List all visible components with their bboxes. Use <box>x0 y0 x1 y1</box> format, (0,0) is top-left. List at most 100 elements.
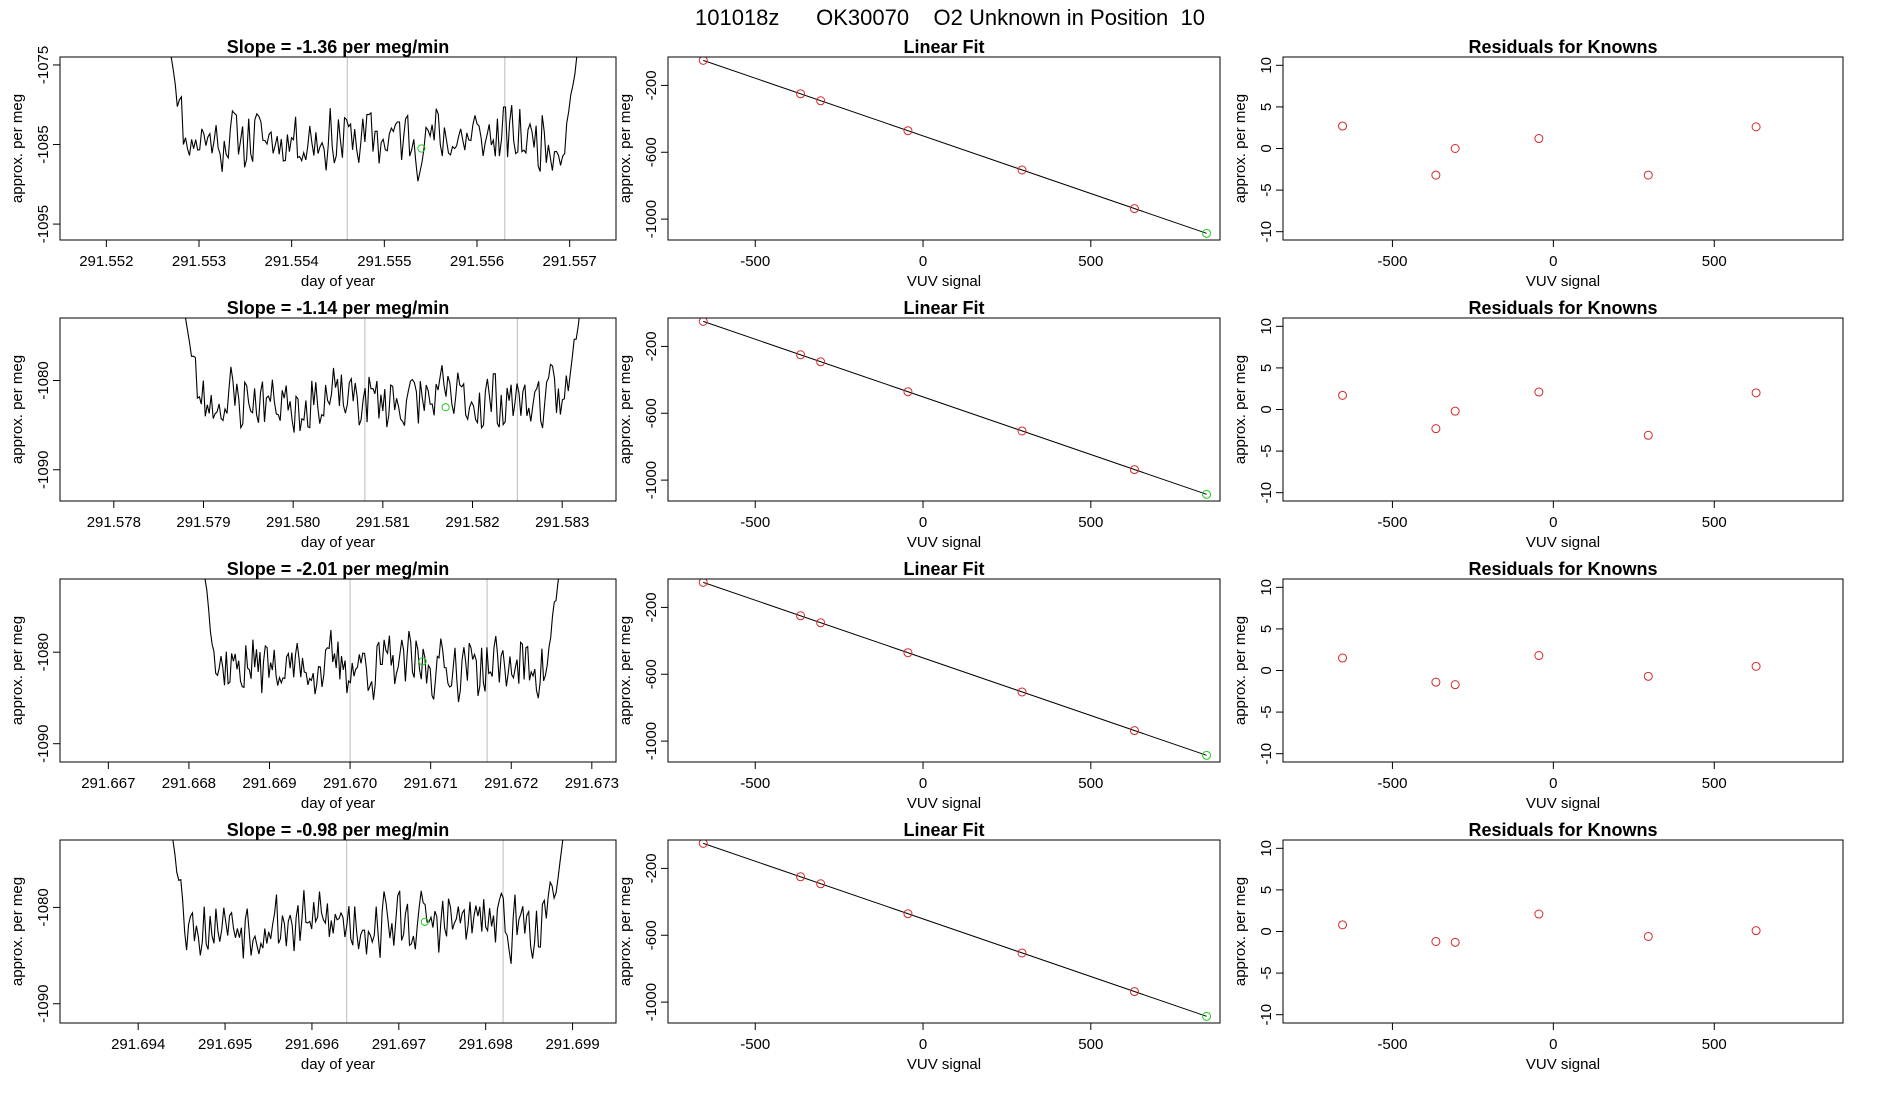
x-tick-label: 500 <box>1078 775 1103 792</box>
y-tick-label: -1075 <box>35 46 52 84</box>
x-tick-label: 500 <box>1702 253 1727 270</box>
plot-frame <box>667 56 1221 241</box>
residual-point <box>1431 424 1441 434</box>
unknown-point <box>420 917 429 926</box>
residual-point <box>1534 387 1544 397</box>
plot-frame <box>1282 56 1844 241</box>
x-tick-label: 291.671 <box>404 775 458 792</box>
plot-frame <box>1282 578 1844 763</box>
known-point <box>903 648 913 658</box>
unknown-point <box>1202 489 1212 499</box>
x-axis-label: VUV signal <box>1526 1056 1600 1073</box>
known-point <box>1129 204 1139 214</box>
y-tick-label: -10 <box>1258 743 1275 765</box>
residual-point <box>1431 936 1441 946</box>
x-tick-label: 291.583 <box>535 514 589 531</box>
x-tick-label: 291.667 <box>81 775 135 792</box>
residual-point <box>1338 390 1348 400</box>
x-tick-label: 291.670 <box>323 775 377 792</box>
known-point <box>816 879 826 889</box>
x-axis-label: VUV signal <box>1526 273 1600 290</box>
x-tick-label: 500 <box>1702 514 1727 531</box>
y-tick-label: -200 <box>643 592 660 622</box>
x-axis-label: day of year <box>301 273 375 290</box>
y-tick-label: -10 <box>1258 482 1275 504</box>
x-axis-label: day of year <box>301 534 375 551</box>
plot-area <box>204 579 559 762</box>
residual-point <box>1751 926 1761 936</box>
x-axis-label: VUV signal <box>907 273 981 290</box>
residual-point <box>1450 406 1460 416</box>
residual-point <box>1338 121 1348 131</box>
y-axis-label: approx. per meg <box>617 94 634 203</box>
unknown-point <box>417 144 426 153</box>
x-tick-label: 291.581 <box>356 514 410 531</box>
y-tick-label: -5 <box>1258 705 1275 718</box>
y-tick-label: 10 <box>1258 579 1275 596</box>
y-tick-label: -600 <box>643 137 660 167</box>
y-tick-label: -1090 <box>35 985 52 1023</box>
panel-fit-row2: Linear Fit -500 0 500 VUV signal -200 -600 -100… <box>617 298 1221 551</box>
panel-time-row4: Slope = -0.98 per meg/min 291.694 291.695 2… <box>9 820 617 1073</box>
panel-fit-row1: Linear Fit -500 0 500 VUV signal -200 -600 -100… <box>617 37 1221 290</box>
y-tick-label: -600 <box>643 398 660 428</box>
known-point <box>1017 165 1027 175</box>
y-tick-label: -1000 <box>643 200 660 238</box>
y-tick-label: -1000 <box>643 983 660 1021</box>
y-tick-label: 10 <box>1258 57 1275 74</box>
known-point <box>1129 465 1139 475</box>
fit-line <box>703 59 1207 234</box>
residual-point <box>1643 170 1653 180</box>
known-point <box>1129 726 1139 736</box>
x-tick-label: 500 <box>1078 1036 1103 1053</box>
x-tick-label: 291.582 <box>445 514 499 531</box>
y-tick-label: 5 <box>1258 364 1275 372</box>
plot-area <box>170 57 578 240</box>
residual-point <box>1643 430 1653 440</box>
y-axis-label: approx. per meg <box>9 94 26 203</box>
x-axis-label: VUV signal <box>907 795 981 812</box>
y-tick-label: -5 <box>1258 183 1275 196</box>
residual-point <box>1338 653 1348 663</box>
x-axis-label: VUV signal <box>1526 534 1600 551</box>
residual-point <box>1450 144 1460 153</box>
panel-title: Linear Fit <box>903 37 984 57</box>
known-point <box>1129 987 1139 997</box>
plot-area <box>698 840 1212 1021</box>
plot-area <box>1338 909 1761 947</box>
y-tick-label: 10 <box>1258 840 1275 857</box>
x-tick-label: 500 <box>1078 253 1103 270</box>
known-point <box>698 318 708 326</box>
panel-title: Residuals for Knowns <box>1468 820 1657 840</box>
x-tick-label: 0 <box>919 253 927 270</box>
x-tick-label: 0 <box>919 514 927 531</box>
panel-time-row2: Slope = -1.14 per meg/min 291.578 291.579 2… <box>9 298 617 551</box>
y-tick-label: 0 <box>1258 405 1275 413</box>
panel-time-row1: Slope = -1.36 per meg/min 291.552 291.553 2… <box>9 37 617 290</box>
x-tick-label: 291.552 <box>79 253 133 270</box>
known-point <box>698 840 708 848</box>
panel-resid-row4: Residuals for Knowns -500 0 500 VUV signal -1… <box>1232 820 1844 1073</box>
x-tick-label: -500 <box>1377 253 1407 270</box>
series-signal-line <box>172 840 564 964</box>
y-axis-label: approx. per meg <box>1232 877 1249 986</box>
y-tick-label: -1090 <box>35 725 52 763</box>
panel-title: Slope = -0.98 per meg/min <box>227 820 450 840</box>
known-point <box>1017 948 1027 958</box>
y-tick-label: -10 <box>1258 1004 1275 1026</box>
panel-title: Residuals for Knowns <box>1468 298 1657 318</box>
plot-frame <box>1282 839 1844 1024</box>
x-tick-label: 291.555 <box>357 253 411 270</box>
residual-point <box>1431 677 1441 687</box>
y-tick-label: -5 <box>1258 966 1275 979</box>
x-tick-label: -500 <box>1377 775 1407 792</box>
residual-point <box>1450 937 1460 947</box>
plot-area <box>172 840 564 1023</box>
x-tick-label: 291.673 <box>565 775 619 792</box>
panel-resid-row2: Residuals for Knowns -500 0 500 VUV signal -1… <box>1232 298 1844 551</box>
plot-frame <box>667 839 1221 1024</box>
y-tick-label: -200 <box>643 331 660 361</box>
residual-point <box>1431 170 1441 180</box>
y-tick-label: -1085 <box>35 125 52 163</box>
x-tick-label: 291.699 <box>545 1036 599 1053</box>
